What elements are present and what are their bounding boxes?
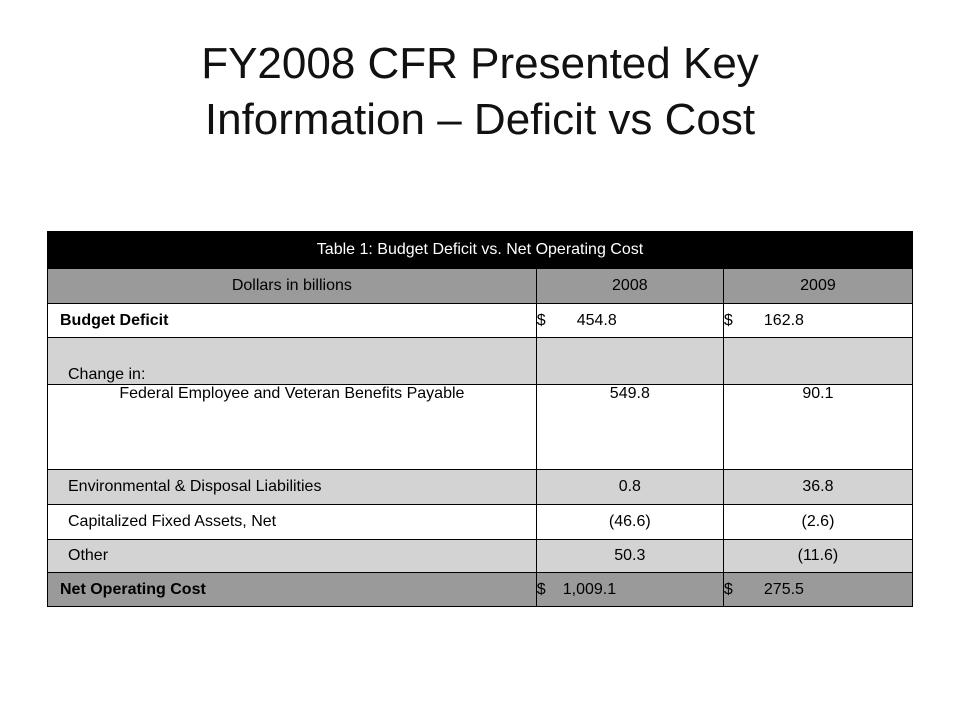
slide-title-line-1: FY2008 CFR Presented Key bbox=[201, 39, 759, 88]
row-value-2008: 549.8 bbox=[535, 384, 724, 470]
value-text: 1,009.1 bbox=[562, 580, 617, 598]
row-label: Federal Employee and Veteran Benefits Pa… bbox=[47, 384, 537, 470]
slide-title-line-2: Information – Deficit vs Cost bbox=[204, 95, 756, 144]
row-value-2009: (2.6) bbox=[722, 504, 914, 540]
currency-symbol: $ bbox=[723, 580, 733, 598]
row-value-2008: $454.8 bbox=[535, 303, 724, 338]
table-caption-row: Table 1: Budget Deficit vs. Net Operatin… bbox=[47, 231, 913, 269]
value-text: 454.8 bbox=[576, 311, 617, 329]
slide-title: FY2008 CFR Presented Key Information – D… bbox=[0, 36, 960, 148]
row-value-2009: 36.8 bbox=[722, 469, 914, 505]
row-label: Capitalized Fixed Assets, Net bbox=[47, 504, 537, 540]
row-value-2009: $162.8 bbox=[722, 303, 914, 338]
value-text: 162.8 bbox=[763, 311, 804, 329]
currency-symbol: $ bbox=[536, 580, 546, 598]
table-row-other: Other 50.3 (11.6) bbox=[47, 539, 914, 573]
row-label: Budget Deficit bbox=[47, 303, 537, 338]
row-value-2009: (11.6) bbox=[722, 539, 914, 573]
header-units: Dollars in billions bbox=[47, 268, 537, 304]
currency-symbol: $ bbox=[536, 311, 546, 329]
row-label: Change in: bbox=[47, 337, 537, 385]
row-value-2009: 90.1 bbox=[722, 384, 914, 470]
table-caption: Table 1: Budget Deficit vs. Net Operatin… bbox=[47, 231, 913, 269]
row-value-2009: $275.5 bbox=[722, 572, 914, 607]
row-value-2009 bbox=[722, 337, 914, 385]
row-label: Net Operating Cost bbox=[47, 572, 537, 607]
row-value-2008: $1,009.1 bbox=[535, 572, 724, 607]
row-label: Other bbox=[47, 539, 537, 573]
table-header-row: Dollars in billions 2008 2009 bbox=[47, 268, 914, 304]
table-row-capitalized-assets: Capitalized Fixed Assets, Net (46.6) (2.… bbox=[47, 504, 914, 540]
row-value-2008: (46.6) bbox=[535, 504, 724, 540]
table-row-change-in: Change in: bbox=[47, 337, 914, 385]
table-row-environmental: Environmental & Disposal Liabilities 0.8… bbox=[47, 469, 914, 505]
row-value-2008: 0.8 bbox=[535, 469, 724, 505]
header-2008: 2008 bbox=[535, 268, 724, 304]
currency-symbol: $ bbox=[723, 311, 733, 329]
header-2009: 2009 bbox=[722, 268, 914, 304]
table-row-federal-benefits: Federal Employee and Veteran Benefits Pa… bbox=[47, 384, 914, 470]
row-label: Environmental & Disposal Liabilities bbox=[47, 469, 537, 505]
value-text: 275.5 bbox=[763, 580, 804, 598]
row-value-2008: 50.3 bbox=[535, 539, 724, 573]
table-row-net-operating-cost: Net Operating Cost $1,009.1 $275.5 bbox=[47, 572, 914, 607]
budget-table: Table 1: Budget Deficit vs. Net Operatin… bbox=[47, 231, 914, 607]
row-value-2008 bbox=[535, 337, 724, 385]
table-row-budget-deficit: Budget Deficit $454.8 $162.8 bbox=[47, 303, 914, 338]
